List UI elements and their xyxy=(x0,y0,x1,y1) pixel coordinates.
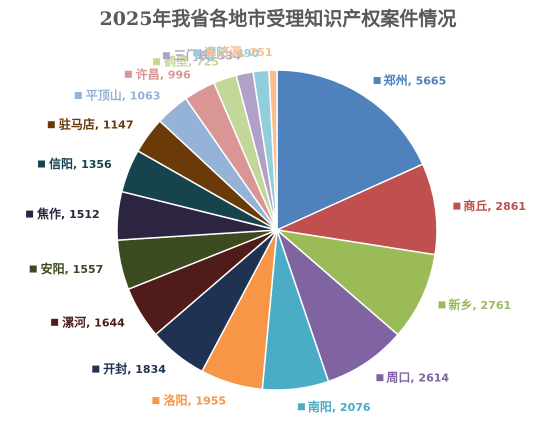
label-category: 许昌 xyxy=(136,66,160,81)
data-label-14: 许昌, 996 xyxy=(124,66,191,81)
label-value: 490 xyxy=(236,47,259,60)
label-category: 周口 xyxy=(386,371,410,385)
label-swatch xyxy=(92,365,100,373)
label-value: 1063 xyxy=(130,90,161,103)
label-swatch xyxy=(51,318,59,326)
svg-text:平顶山, 1063: 平顶山, 1063 xyxy=(86,88,161,103)
svg-text:郑州, 5665: 郑州, 5665 xyxy=(384,73,447,88)
data-label-7: 开封, 1834 xyxy=(92,361,166,376)
label-value: 1644 xyxy=(94,316,125,329)
data-label-3: 新乡, 2761 xyxy=(438,297,512,312)
label-category: 三门峡 xyxy=(174,48,210,63)
label-swatch xyxy=(297,403,305,411)
label-swatch xyxy=(74,92,82,99)
svg-text:信阳, 1356: 信阳, 1356 xyxy=(49,156,112,171)
svg-text:新乡, 2761: 新乡, 2761 xyxy=(449,297,512,312)
label-swatch xyxy=(47,121,55,129)
label-category: 商丘 xyxy=(463,198,487,213)
data-label-10: 焦作, 1512 xyxy=(26,206,100,221)
label-swatch xyxy=(376,374,384,382)
svg-text:南阳, 2076: 南阳, 2076 xyxy=(308,399,371,414)
data-label-1: 郑州, 5665 xyxy=(373,73,447,88)
label-value: 725 xyxy=(196,56,219,69)
data-label-4: 周口, 2614 xyxy=(376,371,449,385)
label-swatch xyxy=(124,70,132,78)
svg-text:驻马店, 1147: 驻马店, 1147 xyxy=(59,117,134,132)
label-swatch xyxy=(162,52,170,60)
label-value: 1147 xyxy=(103,119,134,132)
data-label-11: 信阳, 1356 xyxy=(38,156,112,171)
data-label-9: 安阳, 1557 xyxy=(29,261,104,276)
data-label-8: 漯河, 1644 xyxy=(51,314,125,329)
data-labels: 郑州, 5665 商丘, 2861 新乡, 2761 周口, 2614 南阳, 2076… xyxy=(26,44,526,414)
data-label-6: 洛阳, 1955 xyxy=(152,393,226,408)
label-category: 焦作 xyxy=(36,206,61,221)
pie-slice-3 xyxy=(274,228,436,336)
label-category: 新乡 xyxy=(449,297,473,312)
label-value: 2076 xyxy=(340,401,371,414)
svg-text:商丘, 2861: 商丘, 2861 xyxy=(463,198,526,213)
label-value: 251 xyxy=(250,46,273,59)
pie-slices xyxy=(116,69,438,391)
label-category: 南阳 xyxy=(308,399,332,414)
label-value: 1512 xyxy=(69,208,100,221)
label-value: 5665 xyxy=(416,75,447,88)
pie-slice-18 xyxy=(268,69,278,231)
svg-text:洛阳, 1955: 洛阳, 1955 xyxy=(163,393,226,408)
svg-text:许昌, 996: 许昌, 996 xyxy=(136,66,191,81)
label-value: 534 xyxy=(218,50,241,63)
label-swatch xyxy=(153,58,161,66)
label-swatch xyxy=(193,49,201,57)
data-label-2: 商丘, 2861 xyxy=(453,198,526,213)
data-label-15: 鹤壁, 725 xyxy=(153,54,219,69)
data-label-16: 三门峡, 534 xyxy=(162,48,241,63)
label-swatch xyxy=(26,210,34,218)
data-label-13: 平顶山, 1063 xyxy=(74,88,161,103)
label-value: 996 xyxy=(168,68,191,81)
svg-text:漯河, 1644: 漯河, 1644 xyxy=(62,314,125,329)
svg-text:开封, 1834: 开封, 1834 xyxy=(103,361,166,376)
pie-slice-1 xyxy=(276,69,424,232)
data-label-5: 南阳, 2076 xyxy=(297,399,371,414)
label-value: 1356 xyxy=(81,158,112,171)
label-category: 郑州 xyxy=(384,73,408,88)
label-value: 1557 xyxy=(73,263,104,276)
svg-text:鹤壁, 725: 鹤壁, 725 xyxy=(164,54,219,69)
label-swatch xyxy=(29,265,37,273)
svg-text:安阳, 1557: 安阳, 1557 xyxy=(41,261,104,276)
label-swatch xyxy=(38,160,45,168)
pie-slice-2 xyxy=(274,163,438,256)
svg-text:焦作, 1512: 焦作, 1512 xyxy=(36,206,100,221)
label-category: 信阳 xyxy=(49,156,73,171)
pie-slice-4 xyxy=(275,227,399,383)
label-swatch xyxy=(453,202,461,210)
label-category: 安阳 xyxy=(41,261,65,276)
svg-text:周口, 2614: 周口, 2614 xyxy=(386,371,449,385)
label-value: 2761 xyxy=(481,299,512,312)
svg-text:济源, 251: 济源, 251 xyxy=(218,44,273,59)
data-label-18: 济源, 251 xyxy=(206,44,273,59)
label-category: 洛阳 xyxy=(163,393,187,408)
label-value: 1955 xyxy=(195,395,226,408)
chart-title: 2025年我省各地市受理知识产权案件情况 xyxy=(100,7,457,30)
label-value: 2861 xyxy=(495,200,526,213)
label-category: 鹤壁 xyxy=(164,54,188,69)
svg-text:三门峡, 534: 三门峡, 534 xyxy=(174,48,241,63)
label-value: 1834 xyxy=(135,363,166,376)
label-swatch xyxy=(438,301,446,309)
label-swatch xyxy=(373,77,381,84)
label-category: 平顶山 xyxy=(86,88,122,103)
label-value: 2614 xyxy=(418,372,449,385)
label-category: 开封 xyxy=(103,361,127,376)
label-swatch xyxy=(152,397,160,405)
label-category: 漯河 xyxy=(62,314,86,329)
label-category: 济源 xyxy=(218,44,242,59)
label-category: 驻马店 xyxy=(59,117,95,132)
data-label-12: 驻马店, 1147 xyxy=(47,117,134,132)
label-swatch xyxy=(206,48,214,56)
